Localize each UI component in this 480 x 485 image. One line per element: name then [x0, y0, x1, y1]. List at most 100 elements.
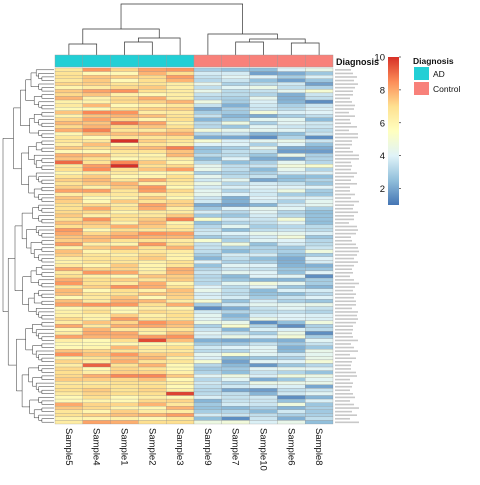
- heatmap-cell: [305, 110, 334, 115]
- heatmap-cell: [82, 263, 111, 268]
- row-label: [335, 364, 351, 367]
- heatmap-cell: [193, 71, 222, 76]
- heatmap-cell: [110, 331, 139, 336]
- heatmap-cell: [249, 292, 278, 296]
- colorbar-tick-label: 8: [380, 85, 385, 96]
- heatmap-cell: [110, 263, 139, 268]
- heatmap-cell: [54, 388, 83, 393]
- heatmap-cell: [305, 99, 334, 104]
- heatmap-cell: [277, 409, 306, 414]
- heatmap-cell: [249, 352, 278, 357]
- heatmap-cell: [138, 302, 167, 307]
- heatmap-cell: [54, 103, 83, 108]
- heatmap-cell: [54, 110, 83, 115]
- heatmap-cell: [138, 356, 167, 361]
- heatmap-cell: [138, 99, 167, 104]
- heatmap-cell: [138, 313, 167, 318]
- heatmap-cell: [221, 413, 250, 418]
- heatmap-cell: [305, 196, 334, 200]
- heatmap-cell: [249, 277, 278, 282]
- heatmap-cell: [277, 96, 306, 101]
- heatmap-cell: [305, 124, 334, 129]
- legend-swatch: [414, 82, 429, 95]
- heatmap-cell: [166, 288, 195, 293]
- heatmap-cell: [54, 295, 83, 300]
- dendrogram-branch: [32, 345, 42, 355]
- heatmap-cell: [193, 331, 222, 336]
- heatmap-cell: [82, 363, 111, 368]
- heatmap-cell: [221, 199, 250, 204]
- heatmap-cell: [221, 196, 250, 200]
- row-label: [335, 261, 358, 263]
- heatmap-cell: [249, 260, 278, 264]
- heatmap-cell: [249, 213, 278, 218]
- heatmap-cell: [110, 85, 139, 90]
- column-label: Sample7: [230, 428, 241, 466]
- heatmap-cell: [110, 256, 139, 261]
- dendrogram-branch: [33, 292, 42, 304]
- heatmap-cell: [277, 341, 306, 346]
- row-label: [335, 243, 356, 246]
- heatmap-cell: [166, 188, 195, 193]
- heatmap-cell: [221, 245, 250, 250]
- heatmap-cell: [277, 295, 306, 300]
- column-label: Sample6: [285, 428, 296, 466]
- heatmap-cell: [193, 352, 222, 357]
- heatmap-cell: [277, 238, 306, 243]
- heatmap-cell: [110, 406, 139, 410]
- heatmap-cell: [82, 74, 111, 79]
- heatmap-cell: [110, 242, 139, 247]
- heatmap-cell: [82, 89, 111, 94]
- heatmap-cell: [277, 306, 306, 311]
- heatmap-cell: [138, 384, 167, 389]
- heatmap-cell: [277, 406, 306, 410]
- heatmap-cell: [138, 381, 167, 385]
- row-label: [335, 86, 355, 89]
- heatmap-cell: [138, 192, 167, 197]
- heatmap-cell: [221, 163, 250, 168]
- heatmap-cell: [166, 363, 195, 368]
- dendrogram-branch: [21, 152, 29, 185]
- heatmap-cell: [221, 242, 250, 247]
- heatmap-cell: [249, 103, 278, 108]
- heatmap-cell: [166, 338, 195, 343]
- heatmap-cell: [138, 281, 167, 286]
- heatmap-cell: [193, 114, 222, 118]
- heatmap-cell: [193, 238, 222, 243]
- heatmap-cell: [193, 67, 222, 72]
- heatmap-cell: [193, 217, 222, 222]
- row-label: [335, 143, 352, 146]
- row-label: [335, 154, 359, 157]
- heatmap-cell: [110, 267, 139, 272]
- heatmap-cell: [110, 327, 139, 332]
- heatmap-cell: [249, 288, 278, 293]
- row-label: [335, 118, 350, 121]
- row-label: [335, 271, 353, 274]
- heatmap-cell: [54, 217, 83, 222]
- heatmap-cell: [166, 167, 195, 172]
- heatmap-cell: [277, 377, 306, 382]
- heatmap-cell: [54, 196, 83, 200]
- heatmap-cell: [138, 331, 167, 336]
- heatmap-cell: [193, 341, 222, 346]
- heatmap-cell: [193, 384, 222, 389]
- heatmap-cell: [166, 146, 195, 151]
- heatmap-cell: [138, 78, 167, 83]
- heatmap-cell: [221, 295, 250, 300]
- heatmap-cell: [82, 242, 111, 247]
- heatmap-cell: [54, 356, 83, 361]
- heatmap-cell: [110, 324, 139, 329]
- heatmap-cell: [193, 252, 222, 257]
- colorbar-tick-label: 6: [380, 118, 385, 129]
- heatmap-cell: [221, 252, 250, 257]
- heatmap-cell: [221, 281, 250, 286]
- heatmap-cell: [249, 82, 278, 86]
- heatmap-cell: [221, 203, 250, 207]
- heatmap-cell: [82, 96, 111, 101]
- heatmap-cell: [138, 349, 167, 353]
- heatmap-cell: [249, 331, 278, 336]
- heatmap-cell: [193, 281, 222, 286]
- dendrogram-branch: [38, 332, 54, 339]
- row-label: [335, 232, 356, 235]
- row-label: [335, 339, 358, 342]
